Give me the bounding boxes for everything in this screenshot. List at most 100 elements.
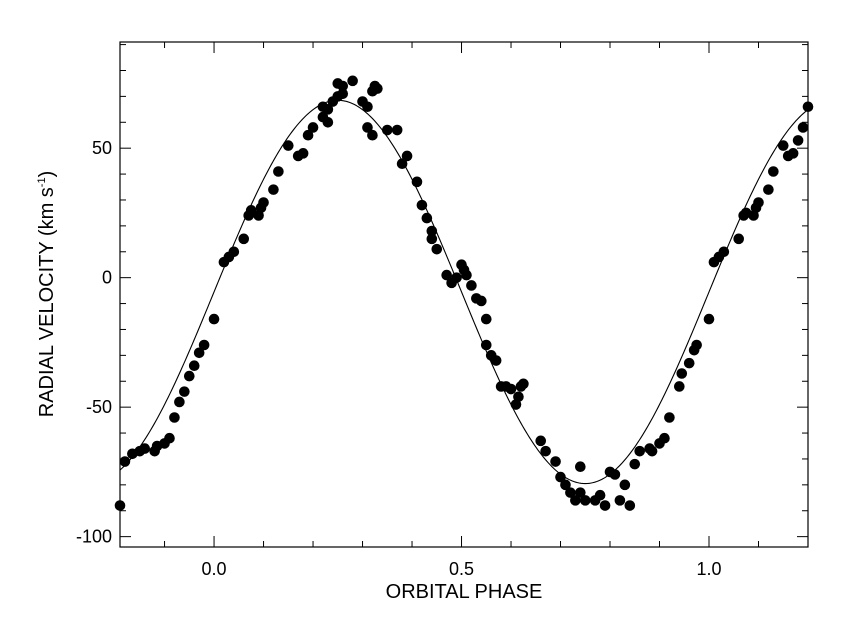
data-point (579, 495, 591, 506)
data-point (560, 479, 571, 491)
data-point (431, 243, 443, 255)
data-point (753, 197, 764, 208)
data-point (119, 456, 131, 467)
data-point (565, 487, 576, 498)
data-point (594, 489, 606, 501)
data-point (451, 272, 462, 283)
data-point (619, 479, 631, 491)
data-point (317, 101, 329, 113)
data-point (676, 368, 688, 379)
y-axis-title: RADIAL VELOCITY (km s-1) (36, 171, 58, 418)
data-point (381, 124, 393, 136)
data-point (337, 80, 349, 92)
data-point (367, 129, 378, 141)
y-tick-label: -50 (86, 397, 112, 417)
data-point (208, 313, 220, 325)
data-point (416, 199, 428, 211)
data-point (513, 391, 524, 403)
data-point (139, 443, 151, 454)
data-point (792, 135, 804, 146)
data-point (238, 233, 250, 245)
data-point (768, 166, 779, 177)
fit-curve (119, 99, 809, 485)
data-point (480, 313, 492, 325)
data-point (245, 205, 257, 216)
data-point (703, 313, 715, 325)
data-point (575, 461, 586, 473)
data-point (550, 456, 561, 467)
y-tick-label: 50 (92, 138, 112, 158)
data-point (575, 487, 586, 498)
y-axis-title-superscript: -1 (36, 177, 48, 187)
data-point (466, 280, 477, 291)
plot-frame (119, 41, 809, 548)
data-point (634, 445, 646, 457)
data-point (337, 88, 349, 100)
data-point (535, 435, 547, 447)
data-point (683, 357, 695, 369)
data-point (421, 212, 433, 224)
data-point (599, 500, 611, 511)
data-point (555, 471, 566, 483)
data-point (659, 432, 670, 444)
data-point (718, 246, 730, 258)
data-point (646, 445, 658, 457)
data-point (797, 122, 809, 133)
data-point (691, 339, 702, 351)
data-point (297, 148, 309, 159)
data-point (258, 197, 269, 208)
data-point (273, 166, 284, 177)
data-point (777, 140, 789, 151)
axis-tick-labels: 0.0 0.5 1.0 50 0 -50 -100 (76, 138, 722, 579)
data-point (188, 360, 200, 372)
data-point (570, 495, 581, 506)
data-point (396, 158, 408, 170)
y-axis-title-main: RADIAL VELOCITY (km s (36, 187, 58, 417)
data-point (480, 339, 492, 351)
data-point (490, 355, 502, 366)
y-axis-title-close: ) (36, 171, 58, 178)
y-tick-label: 0 (102, 268, 112, 288)
data-point (282, 140, 294, 151)
data-point (347, 75, 358, 87)
data-point (614, 495, 626, 506)
data-point (426, 225, 438, 237)
data-point (268, 184, 279, 195)
data-point (198, 339, 210, 351)
data-point (476, 295, 487, 307)
data-point (426, 233, 438, 245)
data-point (302, 129, 314, 141)
data-point (674, 381, 685, 392)
data-point (629, 458, 641, 470)
data-points (114, 75, 814, 511)
data-point (763, 184, 774, 195)
data-point (228, 246, 240, 258)
data-point (362, 122, 373, 133)
data-point (307, 122, 319, 133)
data-point (193, 347, 205, 359)
x-tick-label: 1.0 (696, 559, 721, 579)
data-point (164, 432, 175, 444)
data-point (505, 383, 517, 395)
x-tick-label: 0.0 (202, 559, 227, 579)
data-point (179, 386, 190, 397)
data-point (114, 500, 126, 511)
data-point (733, 233, 745, 245)
data-point (174, 396, 185, 408)
data-point (169, 412, 180, 423)
data-point (518, 378, 529, 390)
data-point (540, 445, 551, 457)
data-point (664, 412, 675, 423)
data-point (362, 101, 373, 113)
data-point (372, 83, 383, 94)
y-tick-label: -100 (76, 527, 112, 547)
x-tick-label: 0.5 (449, 559, 474, 579)
data-point (183, 370, 195, 382)
data-point (322, 116, 334, 128)
data-point (411, 176, 423, 188)
data-point (391, 124, 403, 136)
axis-ticks (120, 42, 809, 547)
data-point (461, 269, 472, 281)
data-point (802, 101, 814, 113)
